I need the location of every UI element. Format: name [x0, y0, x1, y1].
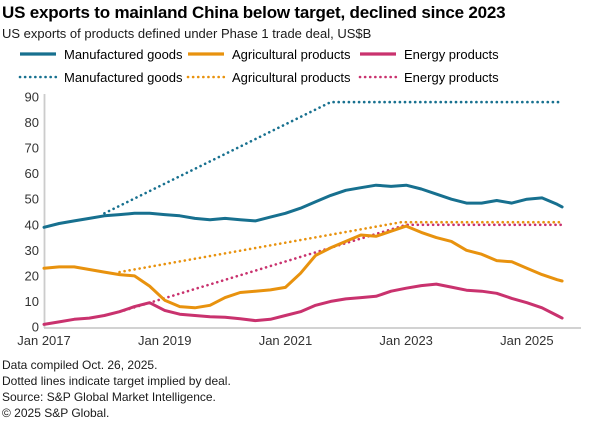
- legend-item-target-manufactured-goods: Manufactured goods: [18, 69, 183, 85]
- legend-item-actual-agricultural-products: Agricultural products: [186, 46, 351, 62]
- footnote-source: Source: S&P Global Market Intelligence.: [2, 390, 216, 404]
- legend: Manufactured goods Agricultural products E…: [0, 0, 600, 92]
- y-tick-label: 90: [25, 90, 39, 105]
- legend-label: Agricultural products: [232, 69, 351, 85]
- dotted-line-swatch: [358, 75, 398, 79]
- y-tick-label: 20: [25, 268, 39, 283]
- y-tick-label: 10: [25, 294, 39, 309]
- legend-item-actual-manufactured-goods: Manufactured goods: [18, 46, 183, 62]
- legend-label: Manufactured goods: [64, 69, 183, 85]
- dotted-line-swatch: [18, 75, 58, 79]
- solid-line-swatch: [360, 52, 396, 56]
- chart-subtitle: US exports of products defined under Pha…: [2, 26, 372, 41]
- series-target-manufactured-goods: [103, 100, 564, 215]
- y-tick-label: 70: [25, 141, 39, 156]
- series-actual-manufactured-goods: [42, 183, 564, 229]
- legend-label: Agricultural products: [232, 46, 351, 62]
- legend-label: Energy products: [404, 46, 499, 62]
- series-actual-agricultural-products: [42, 224, 564, 310]
- legend-item-actual-energy-products: Energy products: [358, 46, 499, 62]
- x-tick-label: Jan 2025: [500, 333, 554, 348]
- footnotes: Data compiled Oct. 26, 2025. Dotted line…: [2, 357, 598, 421]
- y-tick-label: 40: [25, 217, 39, 232]
- x-tick-label: Jan 2023: [379, 333, 433, 348]
- chart-title: US exports to mainland China below targe…: [2, 3, 506, 22]
- series-actual-energy-products: [42, 282, 564, 326]
- series-target-energy-products: [123, 223, 564, 312]
- series-target-agricultural-products: [118, 220, 564, 274]
- solid-line-swatch: [20, 52, 56, 56]
- x-tick-label: Jan 2017: [17, 333, 71, 348]
- y-tick-label: 30: [25, 243, 39, 258]
- legend-item-target-agricultural-products: Agricultural products: [186, 69, 351, 85]
- legend-label: Manufactured goods: [64, 46, 183, 62]
- footnote-compiled: Data compiled Oct. 26, 2025.: [2, 358, 158, 372]
- legend-label: Energy products: [404, 69, 499, 85]
- x-tick-label: Jan 2021: [259, 333, 313, 348]
- y-tick-label: 50: [25, 192, 39, 207]
- y-tick-label: 60: [25, 166, 39, 181]
- legend-item-target-energy-products: Energy products: [358, 69, 499, 85]
- y-tick-label: 0: [32, 320, 39, 335]
- footnote-copyright: © 2025 S&P Global.: [2, 406, 110, 420]
- y-tick-label: 80: [25, 115, 39, 130]
- solid-line-swatch: [188, 52, 224, 56]
- footnote-dotted-note: Dotted lines indicate target implied by …: [2, 374, 231, 388]
- x-tick-label: Jan 2019: [138, 333, 192, 348]
- dotted-line-swatch: [186, 75, 226, 79]
